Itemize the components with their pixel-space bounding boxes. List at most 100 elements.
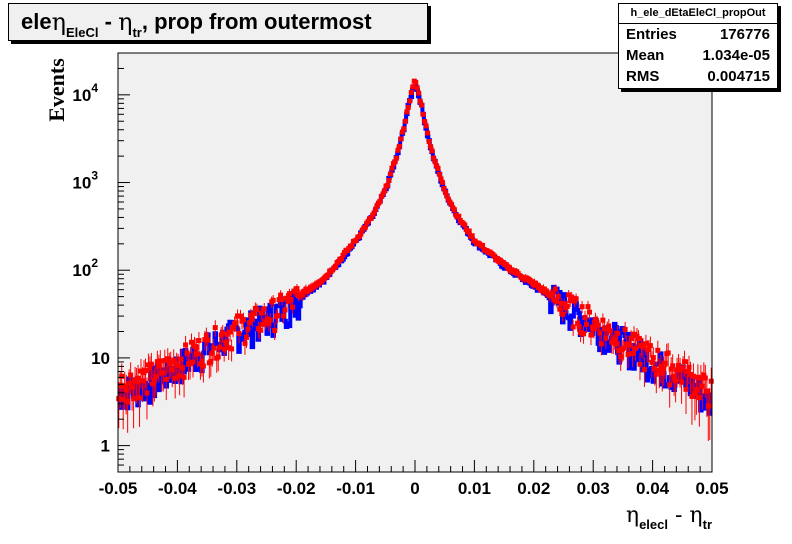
data-point (270, 297, 276, 303)
data-point (119, 373, 125, 379)
data-point (187, 361, 193, 367)
data-point (637, 361, 643, 367)
data-point (249, 316, 255, 322)
data-point (294, 286, 300, 292)
data-point (194, 351, 200, 357)
data-point (600, 317, 606, 323)
data-point (635, 335, 641, 341)
data-point (684, 368, 690, 374)
data-point (333, 263, 339, 269)
data-point (649, 359, 655, 365)
data-point (431, 155, 437, 161)
data-point (156, 363, 162, 369)
data-point (584, 321, 590, 327)
data-point (272, 328, 278, 334)
data-point (503, 262, 509, 268)
data-point (200, 363, 206, 369)
x-axis-label: ηelecl - ηtr (626, 503, 712, 532)
data-point (163, 376, 169, 382)
stats-value: 176776 (719, 26, 770, 43)
data-point (466, 228, 472, 234)
data-point (116, 396, 122, 402)
data-point (233, 320, 239, 326)
data-point (432, 159, 438, 165)
data-point (220, 330, 226, 336)
data-point (380, 191, 386, 197)
data-point (633, 345, 639, 351)
data-point (289, 304, 295, 310)
data-point (416, 90, 422, 96)
data-point (442, 189, 448, 195)
data-point (601, 326, 607, 332)
data-point (126, 380, 132, 386)
plot-title: ele η EleCl - η tr, prop from outermost (8, 3, 428, 41)
data-point (338, 256, 344, 262)
data-point (203, 333, 209, 339)
data-point (189, 339, 195, 345)
data-point (667, 382, 673, 388)
data-point (573, 296, 579, 302)
data-point (689, 393, 695, 399)
data-point (128, 372, 134, 378)
x-tick-label: -0.05 (99, 479, 138, 498)
x-tick-label: -0.03 (217, 479, 256, 498)
data-point (229, 346, 235, 352)
data-point (261, 306, 267, 312)
data-point (423, 123, 429, 129)
data-point (208, 358, 214, 364)
data-point (643, 341, 649, 347)
data-point (120, 396, 126, 402)
data-point (196, 338, 202, 344)
data-point (260, 321, 266, 327)
title-sub-2: tr (132, 24, 142, 40)
data-point (287, 291, 293, 297)
data-point (686, 364, 692, 370)
data-point (422, 119, 428, 125)
data-point (257, 327, 263, 333)
data-point (148, 361, 154, 367)
data-point (162, 358, 168, 364)
data-point (607, 328, 613, 334)
data-point (655, 347, 661, 353)
data-point (557, 306, 563, 312)
data-point (368, 215, 374, 221)
data-point (428, 144, 434, 150)
x-tick-label: 0.05 (695, 479, 728, 498)
data-point (592, 316, 598, 322)
data-point (630, 350, 636, 356)
data-point (549, 291, 555, 297)
data-point (145, 362, 151, 368)
data-point (147, 365, 153, 371)
data-point (435, 165, 441, 171)
data-point (429, 148, 435, 154)
data-point (278, 292, 284, 298)
data-point (707, 403, 713, 409)
data-point (226, 345, 232, 351)
data-point (125, 399, 131, 405)
data-point (434, 163, 440, 169)
data-point (554, 298, 560, 304)
data-point (386, 177, 392, 183)
data-point (382, 188, 388, 194)
data-point (656, 367, 662, 373)
data-point (570, 324, 576, 330)
data-point (371, 210, 377, 216)
stats-label: Mean (626, 47, 665, 64)
data-point (408, 89, 414, 95)
data-point (604, 326, 610, 332)
data-point (276, 297, 282, 303)
data-point (662, 360, 668, 366)
data-point (670, 363, 676, 369)
data-point (217, 344, 223, 350)
data-point (437, 171, 443, 177)
data-point (576, 323, 582, 329)
stats-label: RMS (626, 68, 660, 85)
data-point (246, 320, 252, 326)
data-point (157, 358, 163, 364)
data-point (336, 259, 342, 265)
data-point (701, 372, 707, 378)
y-axis-label: Events (44, 58, 69, 122)
data-point (281, 313, 287, 319)
data-point (420, 111, 426, 117)
data-point (131, 396, 137, 402)
